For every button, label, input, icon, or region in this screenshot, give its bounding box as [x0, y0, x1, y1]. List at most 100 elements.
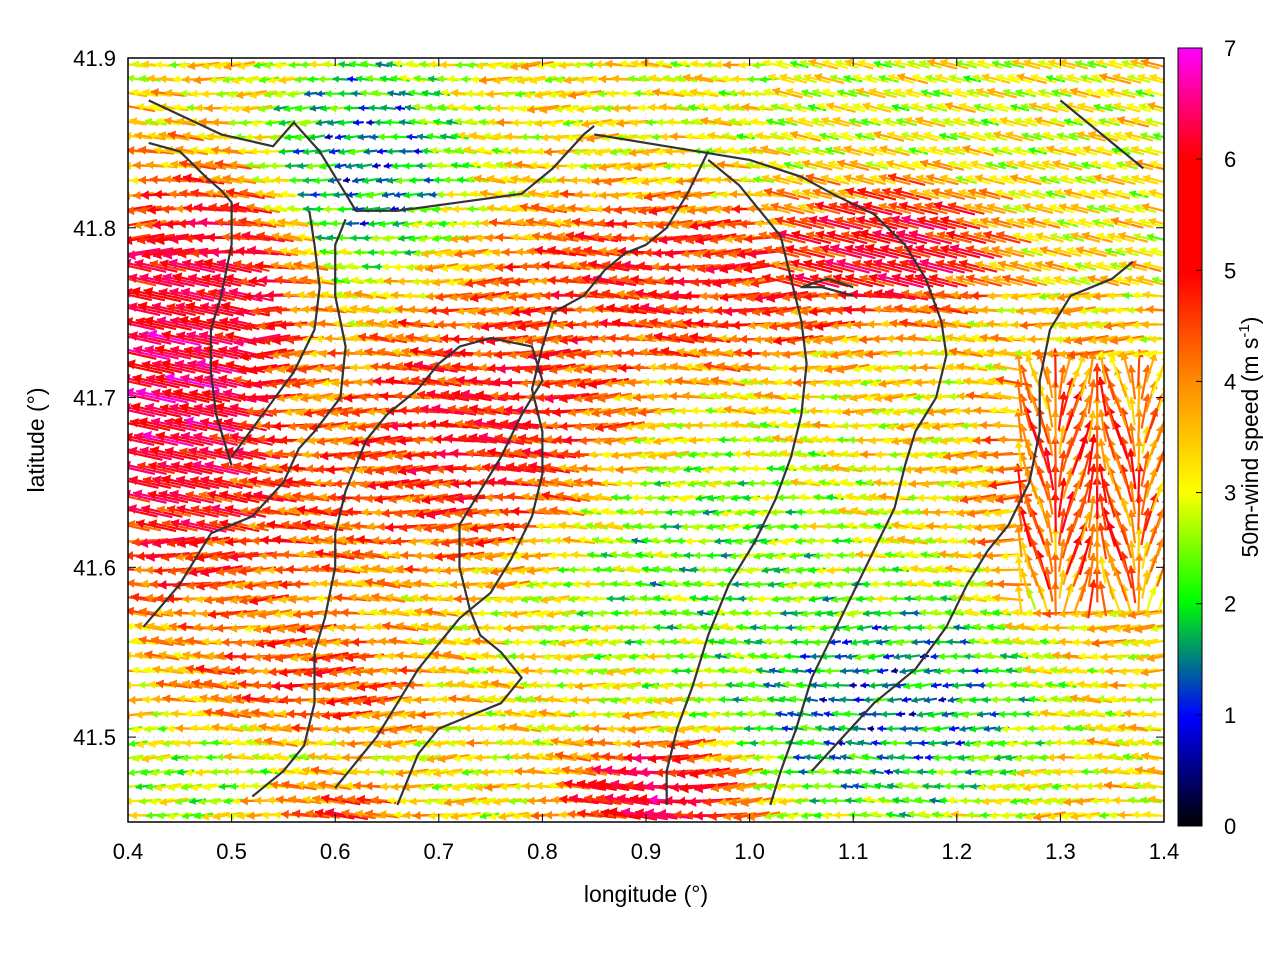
wind-arrow-head: [331, 725, 339, 734]
wind-arrow-head: [938, 653, 944, 661]
wind-arrow-head: [143, 666, 150, 674]
wind-arrow-head: [764, 609, 771, 617]
wind-arrow-head: [896, 580, 903, 588]
wind-arrow-head: [531, 811, 539, 820]
wind-arrow-head: [598, 696, 605, 704]
wind-arrow-head: [802, 638, 808, 646]
wind-arrow-head: [760, 624, 767, 632]
wind-arrow-head: [1128, 796, 1135, 804]
wind-arrow-head: [1100, 767, 1108, 776]
wind-arrow-head: [481, 623, 488, 631]
wind-arrow-head: [667, 624, 673, 631]
wind-arrow-head: [436, 681, 443, 689]
wind-arrow-head: [855, 566, 861, 574]
wind-arrow-head: [476, 724, 483, 732]
wind-arrow: [841, 783, 854, 790]
wind-arrow-head: [1057, 753, 1064, 762]
wind-arrow-head: [1037, 724, 1044, 732]
wind-arrow-head: [1090, 653, 1097, 661]
wind-arrow-head: [786, 624, 792, 631]
wind-arrow-head: [481, 768, 488, 777]
wind-arrow-head: [931, 609, 938, 617]
wind-arrow: [1148, 795, 1177, 803]
wind-arrow-head: [216, 651, 224, 660]
wind-arrow: [767, 725, 784, 732]
wind-arrow-head: [613, 739, 620, 747]
wind-arrow-head: [925, 754, 931, 761]
wind-arrow-head: [322, 711, 330, 720]
wind-arrow-head: [845, 797, 851, 804]
wind-arrow-head: [512, 638, 519, 646]
wind-arrow-head: [230, 624, 238, 633]
wind-arrow-head: [904, 624, 910, 631]
wind-arrow-head: [758, 739, 765, 747]
wind-arrow-head: [973, 668, 979, 675]
wind-arrow-head: [1031, 710, 1038, 718]
wind-arrow-head: [680, 783, 689, 793]
wind-arrow-head: [377, 768, 384, 776]
wind-arrow-head: [347, 739, 355, 748]
wind-arrow-head: [833, 682, 839, 689]
wind-arrow-head: [917, 768, 923, 775]
wind-arrow-head: [494, 768, 501, 776]
wind-arrow-head: [281, 810, 289, 819]
wind-arrow-head: [271, 695, 279, 704]
wind-arrow-head: [703, 580, 710, 588]
wind-arrow-head: [117, 607, 125, 616]
wind-arrow-head: [698, 566, 705, 574]
wind-arrow-head: [158, 580, 166, 590]
wind-arrow-head: [244, 551, 252, 560]
wind-arrow-head: [919, 609, 926, 617]
wind-arrow-head: [951, 653, 957, 661]
wind-arrow-head: [912, 610, 918, 617]
wind-arrow-head: [117, 811, 124, 820]
wind-arrow-head: [960, 639, 966, 646]
wind-arrow-head: [334, 593, 342, 602]
wind-arrow-head: [707, 552, 713, 559]
wind-arrow-head: [341, 638, 349, 647]
wind-arrow-head: [528, 653, 535, 662]
wind-arrow-head: [738, 595, 744, 602]
wind-arrow-head: [571, 551, 578, 559]
wind-arrow-head: [153, 695, 160, 704]
wind-arrow-head: [619, 595, 625, 602]
wind-arrow-head: [1073, 753, 1080, 761]
wind-arrow-head: [517, 652, 524, 660]
wind-arrow-head: [844, 710, 851, 717]
wind-arrow-head: [1053, 768, 1060, 776]
wind-arrow: [868, 653, 885, 660]
wind-arrow-head: [118, 564, 126, 574]
wind-arrow: [905, 653, 920, 660]
wind-arrow-head: [982, 565, 989, 573]
wind-arrow-head: [784, 653, 790, 660]
wind-arrow-head: [1085, 782, 1092, 790]
wind-arrow-head: [363, 623, 370, 631]
wind-arrow-head: [1040, 638, 1047, 646]
wind-arrow-head: [457, 709, 464, 718]
wind-arrow-head: [871, 740, 877, 747]
wind-arrow-head: [945, 754, 952, 761]
wind-arrow-head: [1113, 796, 1120, 804]
wind-arrow-head: [912, 725, 918, 732]
wind-arrow-head: [365, 782, 373, 791]
wind-arrow-head: [880, 739, 886, 746]
wind-arrow: [942, 740, 955, 747]
wind-arrow-head: [965, 769, 971, 776]
wind-arrow-head: [776, 638, 783, 646]
wind-arrow-head: [914, 754, 920, 761]
wind-arrow-head: [593, 566, 600, 574]
wind-arrow-head: [557, 682, 563, 690]
wind-arrow-head: [126, 607, 134, 616]
wind-arrow-head: [222, 638, 230, 647]
wind-arrow-head: [1027, 725, 1033, 733]
wind-arrow-head: [503, 753, 510, 761]
wind-arrow-head: [973, 652, 980, 660]
wind-arrow-head: [990, 711, 996, 718]
wind-arrow-head: [951, 768, 958, 776]
wind-arrow-head: [230, 783, 236, 791]
wind-arrow-head: [770, 739, 777, 747]
wind-arrow-head: [870, 580, 877, 588]
wind-arrow: [835, 653, 847, 660]
wind-arrow-head: [912, 639, 918, 646]
